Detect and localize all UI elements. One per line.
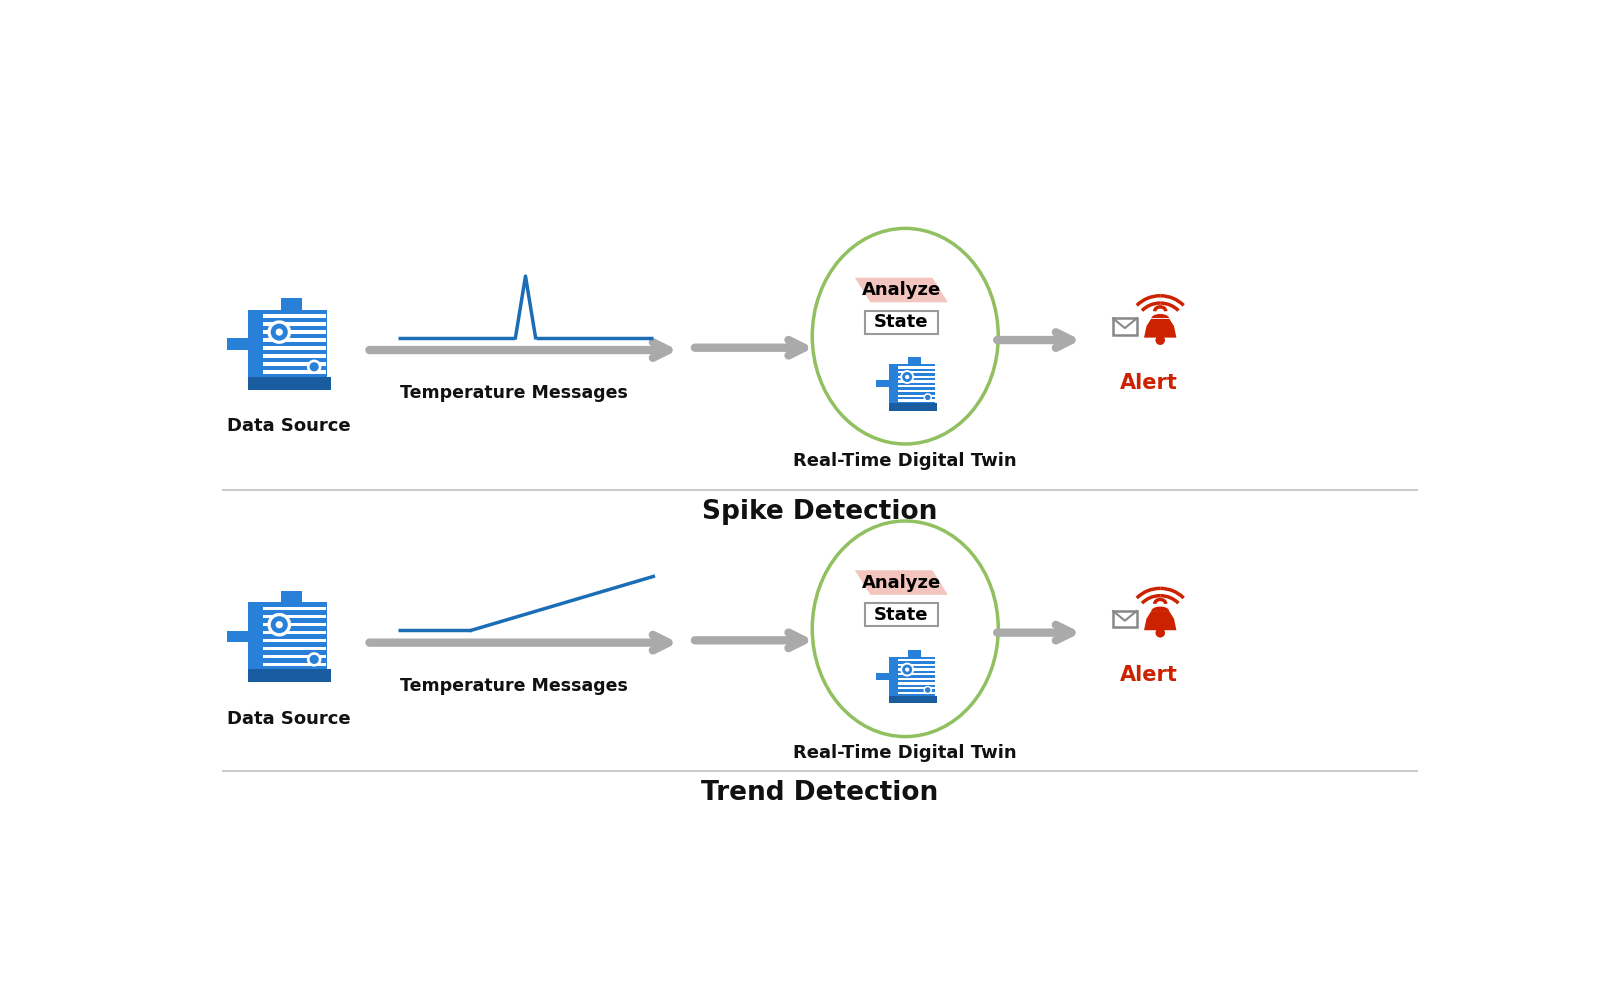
Bar — [898, 691, 934, 694]
Bar — [898, 395, 934, 397]
Bar — [227, 338, 248, 350]
Circle shape — [267, 320, 291, 344]
Bar — [248, 310, 262, 378]
Bar — [282, 590, 302, 602]
Bar — [262, 606, 326, 610]
Bar — [888, 364, 898, 404]
Bar — [262, 330, 326, 334]
Bar — [877, 673, 888, 680]
Circle shape — [901, 370, 914, 384]
Circle shape — [902, 372, 912, 382]
Bar — [262, 338, 326, 342]
Circle shape — [901, 663, 914, 677]
Bar — [898, 376, 934, 378]
Circle shape — [1155, 335, 1165, 345]
Bar — [898, 366, 934, 369]
Circle shape — [906, 375, 909, 379]
Bar — [262, 623, 326, 626]
Bar — [898, 385, 934, 388]
Bar — [898, 371, 934, 373]
Circle shape — [309, 655, 318, 664]
Bar — [262, 631, 326, 635]
Bar — [262, 663, 326, 667]
Text: Data Source: Data Source — [227, 417, 350, 435]
Bar — [262, 346, 326, 350]
Bar — [898, 664, 934, 666]
Bar — [262, 639, 326, 643]
Bar — [898, 399, 934, 402]
Text: Real-Time Digital Twin: Real-Time Digital Twin — [794, 744, 1018, 762]
Circle shape — [925, 687, 931, 692]
Bar — [877, 381, 888, 388]
Text: Analyze: Analyze — [862, 281, 941, 299]
Bar — [898, 678, 934, 681]
Text: Trend Detection: Trend Detection — [701, 781, 939, 806]
Circle shape — [309, 362, 318, 371]
Bar — [888, 403, 938, 411]
Bar — [262, 370, 326, 374]
Bar — [262, 655, 326, 659]
Bar — [262, 310, 326, 378]
Circle shape — [902, 665, 912, 675]
Polygon shape — [1144, 606, 1176, 630]
Text: Alert: Alert — [1120, 373, 1178, 393]
Bar — [262, 647, 326, 651]
Bar — [898, 687, 934, 689]
Bar — [898, 380, 934, 383]
Text: Alert: Alert — [1120, 666, 1178, 685]
Circle shape — [923, 685, 931, 694]
Bar — [898, 669, 934, 671]
Circle shape — [923, 393, 931, 402]
Bar — [898, 673, 934, 676]
Text: State: State — [874, 313, 928, 331]
Bar — [898, 657, 934, 696]
Bar — [898, 364, 934, 404]
Polygon shape — [854, 570, 947, 595]
Polygon shape — [1144, 314, 1176, 337]
Text: State: State — [874, 606, 928, 624]
Circle shape — [270, 616, 288, 633]
Text: Temperature Messages: Temperature Messages — [400, 384, 627, 402]
Bar — [248, 602, 262, 671]
Text: Spike Detection: Spike Detection — [702, 499, 938, 526]
Bar — [888, 695, 938, 703]
Bar — [898, 682, 934, 684]
Bar — [262, 614, 326, 618]
Bar — [262, 322, 326, 325]
Circle shape — [925, 395, 931, 400]
Bar — [898, 659, 934, 662]
Bar — [1114, 611, 1136, 627]
Text: Analyze: Analyze — [862, 573, 941, 591]
Bar — [262, 602, 326, 671]
Bar — [282, 298, 302, 310]
Circle shape — [307, 652, 322, 667]
Circle shape — [275, 621, 283, 628]
Text: Data Source: Data Source — [227, 709, 350, 727]
Bar — [909, 650, 920, 657]
Bar — [864, 603, 938, 627]
Circle shape — [906, 668, 909, 672]
Bar — [262, 354, 326, 358]
Circle shape — [307, 359, 322, 374]
Circle shape — [275, 328, 283, 335]
Bar — [227, 631, 248, 643]
Circle shape — [267, 613, 291, 637]
Bar — [864, 310, 938, 334]
Bar — [248, 670, 331, 682]
Bar — [888, 657, 898, 696]
Bar — [1114, 318, 1136, 334]
Circle shape — [270, 323, 288, 340]
Text: Real-Time Digital Twin: Real-Time Digital Twin — [794, 451, 1018, 469]
Bar — [262, 362, 326, 366]
Bar — [898, 390, 934, 392]
Bar — [248, 377, 331, 390]
Bar — [909, 357, 920, 364]
Polygon shape — [854, 278, 947, 303]
Text: Temperature Messages: Temperature Messages — [400, 677, 627, 694]
Bar — [262, 313, 326, 317]
Circle shape — [1155, 628, 1165, 638]
